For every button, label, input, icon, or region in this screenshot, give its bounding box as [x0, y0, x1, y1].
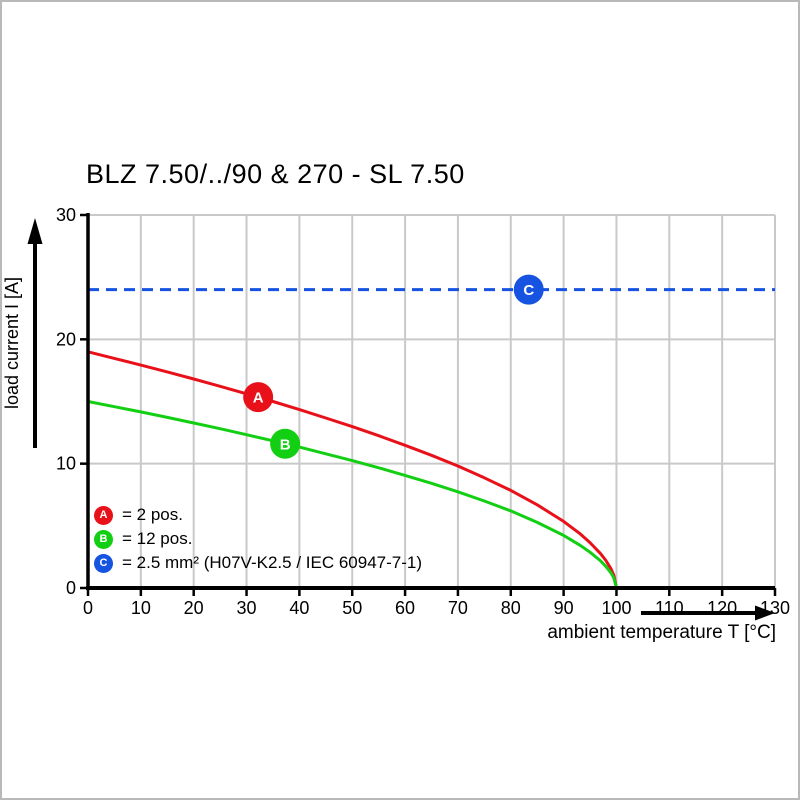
marker-circle-a	[243, 382, 274, 413]
marker-letter-b: B	[280, 436, 291, 453]
x-tick-label: 30	[237, 598, 257, 618]
y-tick-label: 30	[56, 205, 76, 225]
x-axis-title: ambient temperature T [°C]	[547, 622, 776, 643]
series-curves	[87, 288, 775, 589]
legend-label-c: = 2.5 mm² (H07V-K2.5 / IEC 60947-7-1)	[122, 553, 422, 572]
x-tick-label: 10	[131, 598, 151, 618]
x-tick-label: 50	[342, 598, 362, 618]
legend-row-b: B = 12 pos.	[94, 527, 422, 551]
curve-a	[87, 350, 618, 589]
marker-circle-c	[513, 274, 544, 305]
y-axis-title: load current I [A]	[2, 277, 22, 409]
x-tick-label: 100	[601, 598, 631, 618]
axes	[80, 213, 777, 596]
y-tick-label: 20	[56, 329, 76, 349]
x-axis-arrow-head	[755, 605, 775, 621]
x-tick-label: 70	[448, 598, 468, 618]
x-tick-label: 90	[554, 598, 574, 618]
legend: A = 2 pos. B = 12 pos. C = 2.5 mm² (H07V…	[94, 503, 422, 575]
page-title: BLZ 7.50/../90 & 270 - SL 7.50	[86, 159, 465, 189]
x-tick-label: 0	[83, 598, 93, 618]
x-tick-label: 80	[501, 598, 521, 618]
legend-label-a: = 2 pos.	[122, 505, 183, 524]
marker-circle-b	[270, 428, 301, 459]
legend-row-a: A = 2 pos.	[94, 503, 422, 527]
x-tick-label: 60	[395, 598, 415, 618]
gridlines	[88, 214, 776, 588]
legend-badge-a: A	[94, 505, 113, 525]
curve-b	[87, 400, 618, 589]
axis-arrows	[27, 218, 775, 621]
y-tick-label: 0	[66, 578, 76, 598]
legend-row-c: C = 2.5 mm² (H07V-K2.5 / IEC 60947-7-1)	[94, 551, 422, 575]
legend-badge-c: C	[94, 553, 113, 573]
legend-label-b: = 12 pos.	[122, 529, 193, 548]
y-axis-arrow-head	[27, 218, 43, 244]
x-tick-label: 40	[289, 598, 309, 618]
marker-letter-a: A	[253, 390, 264, 407]
legend-badge-b: B	[94, 529, 113, 549]
x-tick-label: 20	[184, 598, 204, 618]
curve-markers: A B C	[243, 274, 544, 459]
y-tick-label: 10	[56, 454, 76, 474]
marker-letter-c: C	[523, 282, 534, 299]
